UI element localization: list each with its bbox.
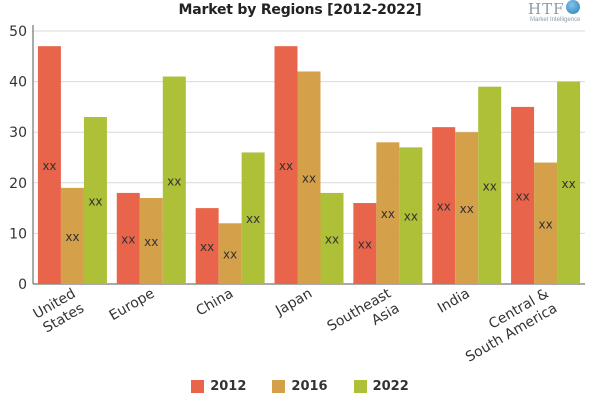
bar-2022 — [241, 152, 265, 284]
y-tick-label: 0 — [18, 277, 27, 293]
legend-label: 2012 — [210, 379, 247, 394]
bar-2016 — [60, 187, 84, 284]
data-label: xx — [279, 159, 293, 173]
bar-2012 — [432, 127, 456, 284]
data-label: xx — [167, 174, 181, 188]
data-label: xx — [144, 235, 158, 249]
legend-item-2012[interactable]: 2012 — [191, 379, 246, 394]
bar-2022 — [557, 81, 581, 284]
bar-2016 — [455, 132, 479, 284]
data-label: xx — [460, 202, 474, 216]
legend-swatch — [272, 380, 286, 393]
legend-swatch — [353, 380, 367, 393]
bar-2022 — [320, 192, 344, 284]
y-tick-label: 10 — [9, 226, 27, 242]
bar-2022 — [399, 147, 423, 284]
y-tick-label: 30 — [9, 125, 27, 141]
bar-2022 — [162, 76, 186, 284]
data-label: xx — [325, 232, 339, 246]
y-tick-label: 50 — [9, 24, 27, 40]
data-label: xx — [302, 172, 316, 186]
data-label: xx — [223, 248, 237, 262]
bar-2016 — [376, 142, 400, 284]
bar-2016 — [218, 223, 242, 284]
bar-2022 — [478, 86, 502, 284]
x-tick-label: Japan — [272, 286, 315, 320]
data-label: xx — [515, 189, 529, 203]
legend: 2012 2016 2022 — [0, 379, 600, 394]
legend-swatch — [191, 380, 205, 393]
y-tick-label: 40 — [9, 75, 27, 91]
data-label: xx — [358, 238, 372, 252]
data-label: xx — [200, 240, 214, 254]
data-label: xx — [538, 217, 552, 231]
x-tick-label: UnitedStates — [31, 286, 87, 338]
data-label: xx — [404, 210, 418, 224]
data-label: xx — [561, 177, 575, 191]
bar-2012 — [511, 106, 535, 285]
x-tick-label: SoutheastAsia — [325, 285, 403, 349]
legend-label: 2022 — [372, 379, 409, 394]
bar-2016 — [297, 71, 321, 284]
x-tick-label: China — [194, 286, 237, 320]
logo-text: HTF — [528, 0, 565, 18]
legend-label: 2016 — [291, 379, 328, 394]
logo-subtitle: Market Intelligence — [530, 17, 581, 23]
htf-logo: HTF Market Intelligence — [528, 0, 594, 28]
data-label: xx — [121, 232, 135, 246]
bar-2016 — [534, 162, 558, 284]
data-label: xx — [437, 200, 451, 214]
data-label: xx — [246, 212, 260, 226]
bar-2012 — [274, 46, 298, 285]
bar-2012 — [37, 46, 61, 285]
globe-icon — [566, 0, 580, 14]
data-label: xx — [483, 179, 497, 193]
data-label: xx — [381, 207, 395, 221]
legend-item-2022[interactable]: 2022 — [353, 379, 409, 394]
x-tick-label: India — [435, 286, 473, 317]
data-label: xx — [42, 159, 56, 173]
bar-2012 — [195, 208, 219, 284]
y-tick-label: 20 — [9, 176, 27, 192]
x-tick-label: Europe — [107, 286, 158, 324]
chart-title: Market by Regions [2012-2022] — [178, 2, 422, 18]
bar-2012 — [353, 203, 377, 284]
bar-2012 — [116, 192, 140, 284]
data-label: xx — [88, 195, 102, 209]
data-label: xx — [65, 230, 79, 244]
bar-2016 — [139, 197, 163, 284]
legend-item-2016[interactable]: 2016 — [272, 379, 328, 394]
bar-2022 — [83, 117, 107, 285]
